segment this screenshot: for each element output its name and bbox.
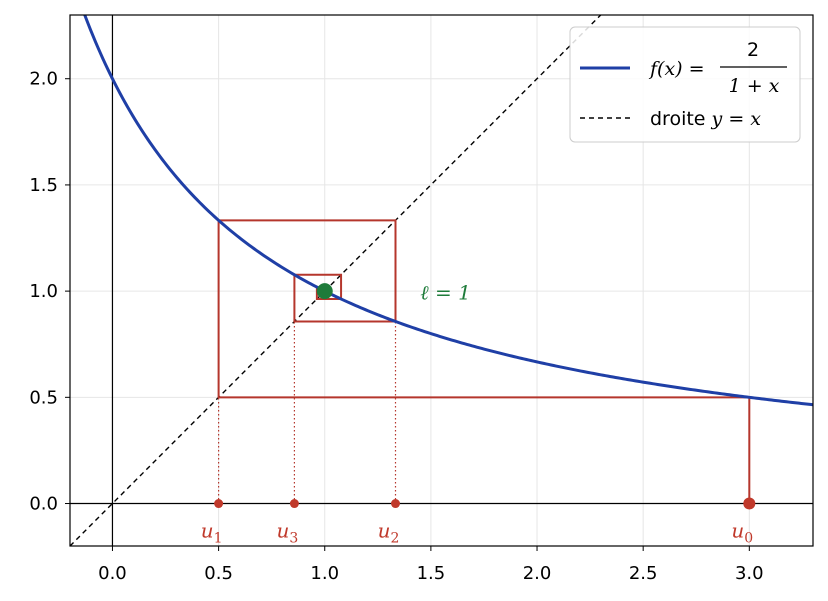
term-label-u3: u3	[277, 519, 299, 547]
y-tick-label: 1.5	[29, 175, 58, 196]
term-label-index: 0	[744, 531, 753, 547]
y-tick-label: 0.0	[29, 494, 58, 515]
term-point-u0	[743, 497, 756, 510]
limit-label: ℓ = 1	[420, 281, 471, 305]
x-tick-label: 0.0	[98, 563, 127, 584]
plot-frame	[69, 14, 814, 547]
identity-line	[70, 15, 602, 546]
term-label-index: 1	[214, 531, 223, 547]
term-point-u2	[390, 499, 400, 509]
legend-identity-math: y = x	[711, 108, 762, 130]
y-tick-label: 0.5	[29, 387, 58, 408]
legend-curve-denominator: 1 + x	[729, 75, 780, 97]
y-tick-label: 2.0	[29, 69, 58, 90]
plot-area	[70, 15, 813, 546]
x-tick-label: 2.0	[523, 563, 552, 584]
x-tick-label: 2.5	[629, 563, 658, 584]
y-tick-label: 1.0	[29, 281, 58, 302]
term-labels: u0 u1 u2 u3 ℓ = 1	[201, 281, 754, 547]
x-tick-label: 0.5	[204, 563, 233, 584]
legend: f(x) = 2 1 + x droite y = x	[569, 26, 801, 143]
limit-point	[316, 283, 333, 300]
term-label-index: 2	[390, 531, 399, 547]
cobweb-path	[217, 219, 751, 504]
legend-box	[569, 26, 801, 143]
term-point-u3	[289, 499, 299, 509]
term-label-u0: u0	[731, 519, 753, 547]
legend-identity-prefix: droite	[650, 108, 712, 130]
legend-curve-prefix: f(x) =	[648, 58, 705, 80]
term-label-index: 3	[289, 531, 298, 547]
axis-ticks: 0.0 0.5 1.0 1.5 2.0 2.5 3.0 0.0 0.5 1.0 1.5 2.0	[29, 69, 763, 584]
term-label-u2: u2	[378, 519, 400, 547]
term-label-u1: u1	[201, 519, 223, 547]
x-tick-label: 1.0	[310, 563, 339, 584]
legend-curve-numerator: 2	[747, 39, 759, 61]
function-curve	[83, 15, 813, 407]
term-point-u1	[214, 499, 224, 509]
legend-identity-text: droite y = x	[650, 108, 761, 130]
x-tick-label: 3.0	[735, 563, 764, 584]
x-tick-label: 1.5	[417, 563, 446, 584]
